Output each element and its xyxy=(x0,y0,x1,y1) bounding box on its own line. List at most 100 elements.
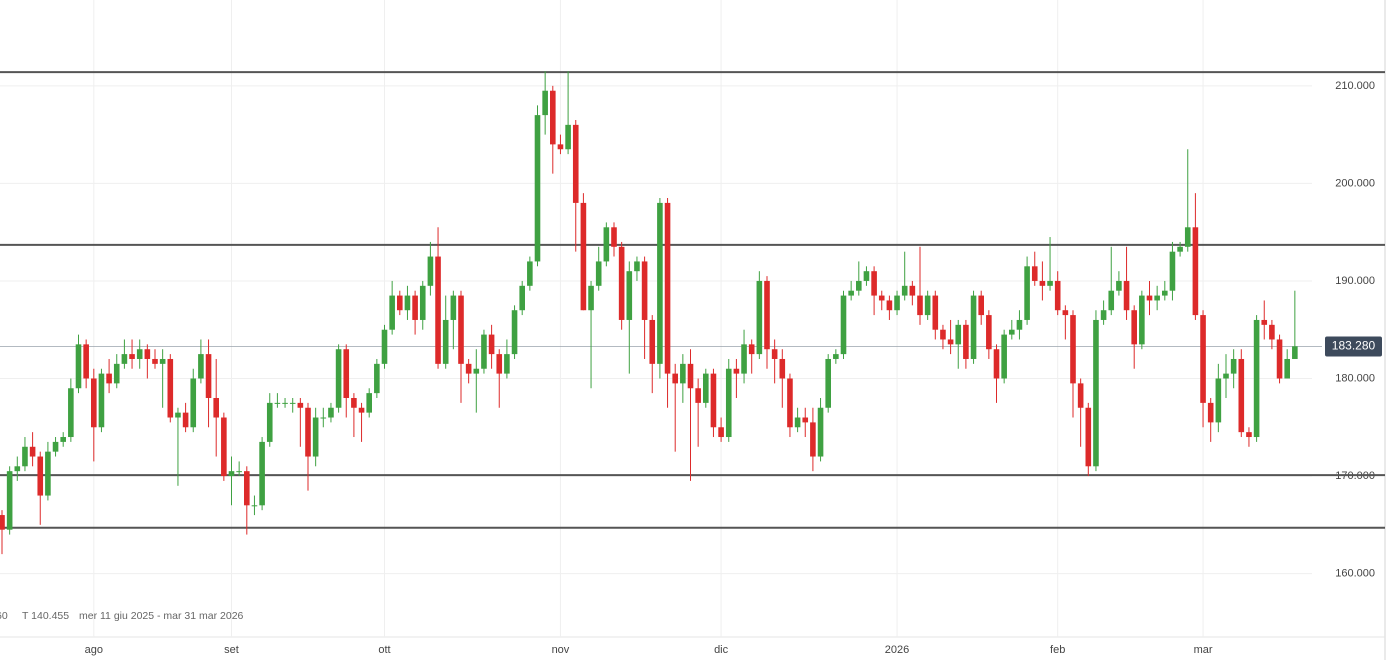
candle-body xyxy=(320,417,327,419)
candle-body xyxy=(289,402,296,404)
candle-body xyxy=(282,402,288,404)
candle-body xyxy=(496,354,503,374)
candle-body xyxy=(978,295,984,316)
candle-body xyxy=(22,446,28,467)
candle-body xyxy=(1253,319,1260,438)
candle-body xyxy=(725,368,732,438)
candle-body xyxy=(1184,227,1191,247)
candle-body xyxy=(473,368,480,374)
candle-body xyxy=(1207,402,1214,423)
candle-body xyxy=(695,388,701,403)
candle-body xyxy=(60,437,66,442)
price-tag xyxy=(1325,336,1382,357)
candle-body xyxy=(924,295,931,316)
candle-body xyxy=(419,285,426,320)
candle-body xyxy=(1024,266,1030,320)
candle-body xyxy=(251,505,258,507)
candle-body xyxy=(817,407,824,457)
candle-body xyxy=(481,334,487,369)
candle-body xyxy=(374,363,380,394)
candle-body xyxy=(580,202,587,311)
y-tick-label: 160.000 xyxy=(1335,567,1375,579)
candle-body xyxy=(358,407,365,413)
candle-body xyxy=(1009,329,1015,335)
candle-body xyxy=(1100,310,1107,320)
candle-body xyxy=(833,354,839,359)
candle-body xyxy=(121,354,128,364)
info-text: T 140.455 xyxy=(22,610,69,622)
candle-body xyxy=(588,285,594,311)
candle-body xyxy=(955,324,962,345)
candle-body xyxy=(718,427,724,438)
candle-body xyxy=(397,295,403,311)
candle-body xyxy=(687,363,694,389)
candle-body xyxy=(144,349,151,359)
y-tick-label: 180.000 xyxy=(1335,372,1375,384)
candle-body xyxy=(0,515,5,530)
y-tick-label: 200.000 xyxy=(1335,177,1375,189)
candle-body xyxy=(733,368,740,374)
candle-body xyxy=(963,324,969,359)
candle-body xyxy=(932,295,939,330)
candle-body xyxy=(657,202,663,364)
candle-body xyxy=(343,349,350,399)
candle-body xyxy=(136,349,143,359)
candle-body xyxy=(427,256,434,286)
candle-body xyxy=(947,339,954,345)
x-tick-label: mar xyxy=(1194,644,1213,656)
candle-body xyxy=(1246,432,1252,438)
candle-body xyxy=(863,271,870,281)
candle-body xyxy=(167,358,174,418)
x-tick-label: nov xyxy=(552,644,570,656)
candle-body xyxy=(1162,290,1168,296)
candle-body xyxy=(68,388,74,438)
candle-body xyxy=(113,363,120,384)
candle-body xyxy=(802,417,809,423)
candle-body xyxy=(221,417,227,477)
candle-body xyxy=(1261,319,1268,325)
candle-body xyxy=(519,285,525,311)
candle-body xyxy=(175,412,181,418)
candle-body xyxy=(1070,315,1076,384)
candle-body xyxy=(1284,358,1290,379)
candle-body xyxy=(404,295,411,311)
candle-body xyxy=(672,373,678,384)
candle-body xyxy=(787,378,793,428)
candle-body xyxy=(741,344,747,374)
candle-body xyxy=(6,471,13,530)
candle-body xyxy=(1238,358,1245,433)
candle-body xyxy=(542,90,548,116)
candle-body xyxy=(565,124,571,150)
candle-body xyxy=(312,417,319,457)
candle-body xyxy=(389,295,395,330)
candle-body xyxy=(182,412,189,428)
candle-body xyxy=(152,358,158,364)
candle-body xyxy=(1054,280,1061,311)
candle-body xyxy=(29,446,36,457)
candle-body xyxy=(435,256,441,364)
y-tick-label: 190.000 xyxy=(1335,275,1375,287)
candle-body xyxy=(450,295,457,320)
candle-body xyxy=(504,354,510,374)
candle-body xyxy=(572,124,579,203)
candle-body xyxy=(909,285,916,296)
candle-body xyxy=(894,295,900,311)
candle-body xyxy=(764,280,770,350)
candle-body xyxy=(106,373,112,384)
candle-body xyxy=(45,451,51,496)
candle-body xyxy=(618,246,625,320)
candle-body xyxy=(1123,280,1130,311)
candle-body xyxy=(794,417,801,428)
candle-body xyxy=(1146,295,1153,301)
x-tick-label: ago xyxy=(85,644,103,656)
candle-body xyxy=(1031,266,1038,281)
candle-body xyxy=(328,407,334,418)
x-tick-label: feb xyxy=(1050,644,1065,656)
x-tick-label: set xyxy=(224,644,239,656)
candle-body xyxy=(266,402,273,442)
candle-body xyxy=(442,319,449,364)
candle-body xyxy=(511,310,518,355)
candle-body xyxy=(305,407,311,457)
x-tick-label: 2026 xyxy=(885,644,909,656)
